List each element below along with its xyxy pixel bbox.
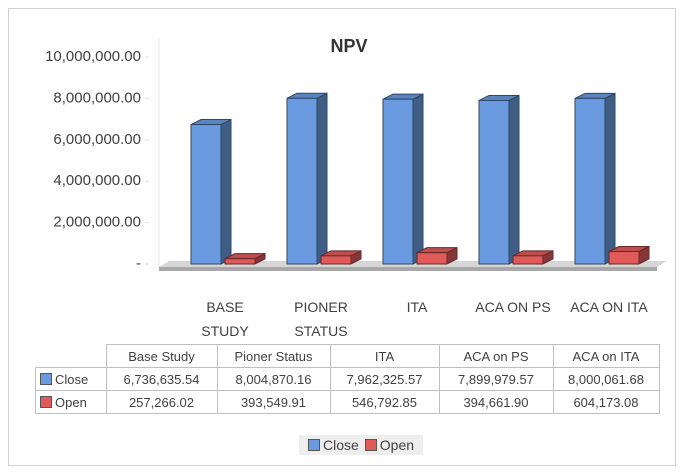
row-label: Open <box>55 394 87 410</box>
legend-label: Open <box>379 437 415 453</box>
bar-side <box>220 118 232 265</box>
legend-swatch <box>308 439 320 451</box>
bar-front <box>224 258 256 265</box>
table-value: 7,899,979.57 <box>438 367 554 391</box>
y-tick-label: 8,000,000.00 <box>53 89 141 106</box>
x-tick-label: BASE STUDY <box>201 299 249 339</box>
table-value: 604,173.08 <box>552 390 660 414</box>
bar-front <box>382 98 414 265</box>
bar <box>608 245 650 265</box>
legend-label: Close <box>323 437 359 453</box>
y-tick-label: 10,000,000.00 <box>45 48 141 65</box>
bar <box>512 250 554 265</box>
bar-side <box>508 94 520 265</box>
table-column-header: Base Study <box>105 344 218 368</box>
table-row: Close 6,736,635.54 8,004,870.16 7,962,325.5… <box>35 367 660 391</box>
bar <box>190 118 232 265</box>
table-value: 257,266.02 <box>105 390 218 414</box>
bar-front <box>320 255 352 265</box>
legend-swatch <box>40 372 52 385</box>
row-label: Close <box>55 371 89 387</box>
table-row-header: Close <box>35 367 107 391</box>
bar <box>224 252 266 265</box>
bar-side <box>412 93 424 265</box>
legend: Close Open <box>299 435 424 455</box>
bar <box>574 92 616 265</box>
y-tick-label: 4,000,000.00 <box>53 172 141 189</box>
table-value: 394,661.90 <box>438 390 554 414</box>
bar-side <box>316 92 328 265</box>
bar-front <box>512 255 544 265</box>
y-tick-label: 2,000,000.00 <box>53 214 141 231</box>
table-value: 6,736,635.54 <box>105 367 218 391</box>
x-tick-label: ACA ON ITA <box>570 299 648 315</box>
table-value: 393,549.91 <box>216 390 331 414</box>
bar-front <box>286 97 318 265</box>
x-tick-label: ACA ON PS <box>475 299 551 315</box>
table-value: 7,962,325.57 <box>329 367 440 391</box>
legend-swatch <box>40 395 52 408</box>
table-column-header: ACA on PS <box>438 344 554 368</box>
chart: NPV - 2,000,000.00 4,000,000.00 6,000,000.0… <box>45 36 667 272</box>
bar-front <box>478 99 510 265</box>
bar <box>286 92 328 265</box>
floor-edge <box>159 267 657 271</box>
bar-front <box>608 250 640 265</box>
table-row-header: Open <box>35 390 107 414</box>
bar <box>478 94 520 265</box>
bar-front <box>574 97 606 265</box>
table-blank <box>36 345 107 368</box>
chart-title: NPV <box>330 36 367 56</box>
bar <box>382 93 424 265</box>
bar-side <box>604 92 616 265</box>
data-table: Base Study Pioner Status ITA ACA on PS ACA o… <box>35 344 660 414</box>
legend-swatch <box>364 439 377 451</box>
y-tick-label: 6,000,000.00 <box>53 131 141 148</box>
table-row: Open 257,266.02 393,549.91 546,792.85 394,66… <box>35 390 660 414</box>
bar-front <box>416 252 448 265</box>
x-tick-label: PIONER STATUS <box>294 299 348 339</box>
y-tick-label: - <box>136 255 141 272</box>
bar <box>416 246 458 265</box>
table-value: 8,000,061.68 <box>552 367 660 391</box>
table-value: 546,792.85 <box>329 390 440 414</box>
bar-front <box>190 124 222 265</box>
table-column-header: ITA <box>329 344 440 368</box>
table-column-header: ACA on ITA <box>552 344 660 368</box>
legend-item: Close <box>308 437 359 453</box>
table-header-row: Base Study Pioner Status ITA ACA on PS ACA o… <box>36 344 660 368</box>
chart-frame: NPV - 2,000,000.00 4,000,000.00 6,000,000.0… <box>8 8 676 466</box>
x-tick-label: ITA <box>406 299 428 315</box>
legend-item: Open <box>364 437 415 453</box>
bar <box>320 250 362 265</box>
table-value: 8,004,870.16 <box>216 367 331 391</box>
table-column-header: Pioner Status <box>216 344 331 368</box>
